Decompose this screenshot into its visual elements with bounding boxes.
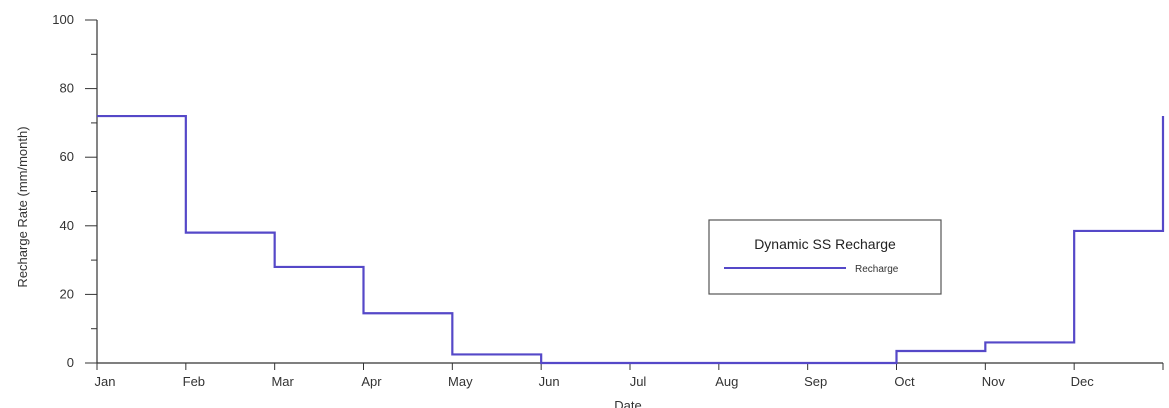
legend-title: Dynamic SS Recharge <box>754 236 896 252</box>
x-tick-label: Feb <box>183 374 205 389</box>
series-line-recharge <box>97 114 1165 365</box>
x-axis: Jan Feb Mar Apr May Jun Jul Aug Sep Oct Nov Dec <box>95 362 1164 389</box>
x-tick-label: Oct <box>894 374 915 389</box>
legend: Dynamic SS Recharge Recharge <box>708 219 942 295</box>
series-layer <box>97 114 1165 365</box>
x-tick-label: Jun <box>539 374 560 389</box>
x-tick-label: May <box>448 374 473 389</box>
y-tick-label: 60 <box>60 149 74 164</box>
y-tick-label: 0 <box>67 355 74 370</box>
x-tick-label: Sep <box>804 374 827 389</box>
x-tick-label: Aug <box>715 374 738 389</box>
y-tick-label: 20 <box>60 286 74 301</box>
x-tick-label: Mar <box>271 374 294 389</box>
y-tick-label: 40 <box>60 218 74 233</box>
x-tick-label: Dec <box>1071 374 1095 389</box>
x-axis-title: Date <box>614 398 641 408</box>
x-tick-label: Jul <box>630 374 647 389</box>
y-tick-label: 100 <box>52 12 74 27</box>
y-axis-title: Recharge Rate (mm/month) <box>15 126 30 287</box>
x-tick-label: Jan <box>95 374 116 389</box>
y-tick-label: 80 <box>60 81 74 96</box>
x-tick-label: Nov <box>982 374 1006 389</box>
y-axis: 0 20 40 60 80 100 <box>52 12 98 370</box>
legend-box <box>708 219 942 295</box>
x-tick-label: Apr <box>361 374 382 389</box>
legend-entry-recharge: Recharge <box>855 264 899 275</box>
